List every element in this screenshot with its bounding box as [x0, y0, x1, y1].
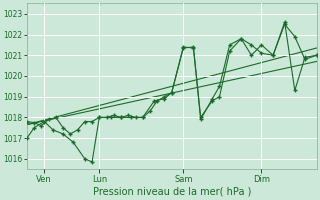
X-axis label: Pression niveau de la mer( hPa ): Pression niveau de la mer( hPa ) — [92, 187, 251, 197]
